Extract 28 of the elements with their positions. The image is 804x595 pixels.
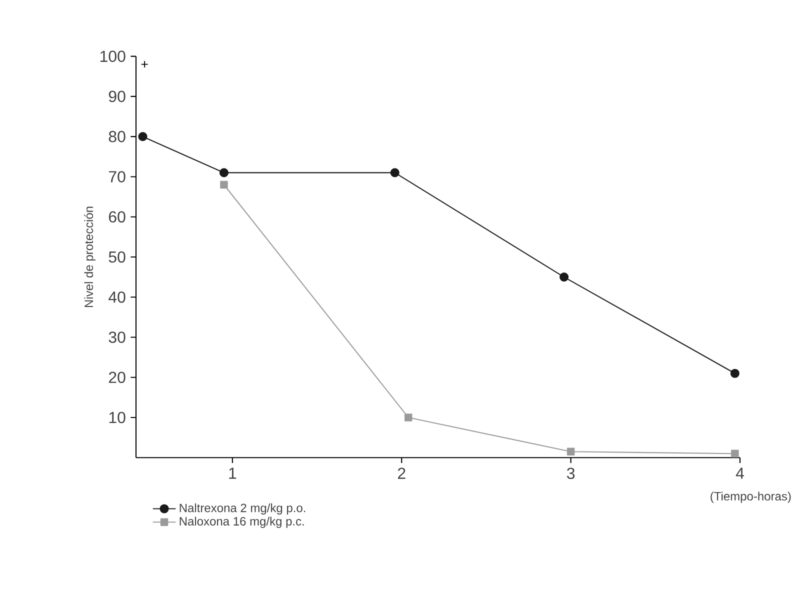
point [220, 180, 228, 189]
x-tick-label: 4 [736, 468, 744, 479]
point [730, 368, 740, 378]
annotation: + [141, 61, 148, 68]
y-tick-label: 20 [108, 372, 126, 384]
point [404, 414, 412, 422]
y-axis-title: Nivel de protección [84, 206, 96, 308]
y-tick-label: 100 [100, 50, 126, 62]
point [560, 272, 569, 282]
x-tick-label: 2 [398, 468, 406, 479]
legend-label: Naloxona 16 mg/kg p.c. [180, 516, 304, 528]
y-tick-label: 50 [108, 251, 126, 263]
y-tick-label: 30 [108, 332, 126, 343]
y-tick-label: 70 [108, 171, 126, 182]
x-axis-title: (Tiempo-horas) [710, 492, 791, 503]
x-tick-label: 3 [566, 468, 575, 480]
point [566, 448, 575, 456]
y-tick-label: 10 [109, 412, 126, 424]
point [731, 450, 739, 458]
x-tick-label: 1 [229, 468, 236, 479]
y-tick-label: 90 [108, 90, 126, 102]
point [138, 132, 148, 142]
legend-label: Naltrexona 2 mg/kg p.o. [180, 503, 306, 515]
y-tick-label: 80 [108, 130, 126, 142]
y-tick-label: 40 [108, 291, 126, 303]
point [390, 168, 400, 178]
point [219, 168, 229, 178]
y-tick-label: 60 [108, 211, 126, 223]
